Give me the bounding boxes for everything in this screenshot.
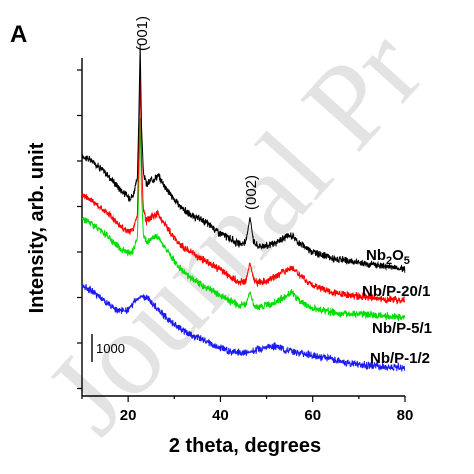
- y-tick-marks: [77, 69, 82, 390]
- series-label-nb2o5-base: Nb: [366, 247, 386, 264]
- series-label-nb2o5: Nb2O5: [366, 247, 410, 267]
- series-label-nb2o5-sub1: 2: [386, 255, 392, 267]
- watermark-text: Journal Pr: [20, 4, 447, 457]
- peak-label-002: (002): [243, 175, 260, 210]
- series-label-nbp-1-2: Nb/P-1/2: [370, 350, 430, 367]
- x-tick-label-60: 60: [304, 407, 321, 424]
- series-label-nbp-20-1: Nb/P-20/1: [362, 283, 430, 300]
- peak-label-001: (001): [134, 16, 151, 51]
- x-axis-label: 2 theta, degrees: [169, 435, 321, 457]
- y-axis-label: Intensity, arb. unit: [26, 142, 48, 313]
- x-tick-marks: 20 40 60 80: [81, 396, 414, 424]
- series-line-nb-p-1-2: [81, 283, 406, 372]
- panel-label: A: [10, 21, 27, 48]
- x-tick-label-20: 20: [120, 407, 137, 424]
- series-line-nb-p-20-1: [81, 70, 406, 305]
- series-line-nb2o5: [81, 44, 406, 273]
- series-lines: [81, 44, 406, 372]
- series-label-nb2o5-mid: O: [392, 247, 404, 264]
- series-label-nb2o5-sub2: 5: [404, 255, 410, 267]
- x-tick-label-40: 40: [212, 407, 229, 424]
- series-label-nbp-5-1: Nb/P-5/1: [372, 320, 432, 337]
- series-line-nb-p-5-1: [81, 118, 406, 322]
- scale-bar-label: 1000: [96, 341, 125, 356]
- x-tick-label-80: 80: [397, 407, 414, 424]
